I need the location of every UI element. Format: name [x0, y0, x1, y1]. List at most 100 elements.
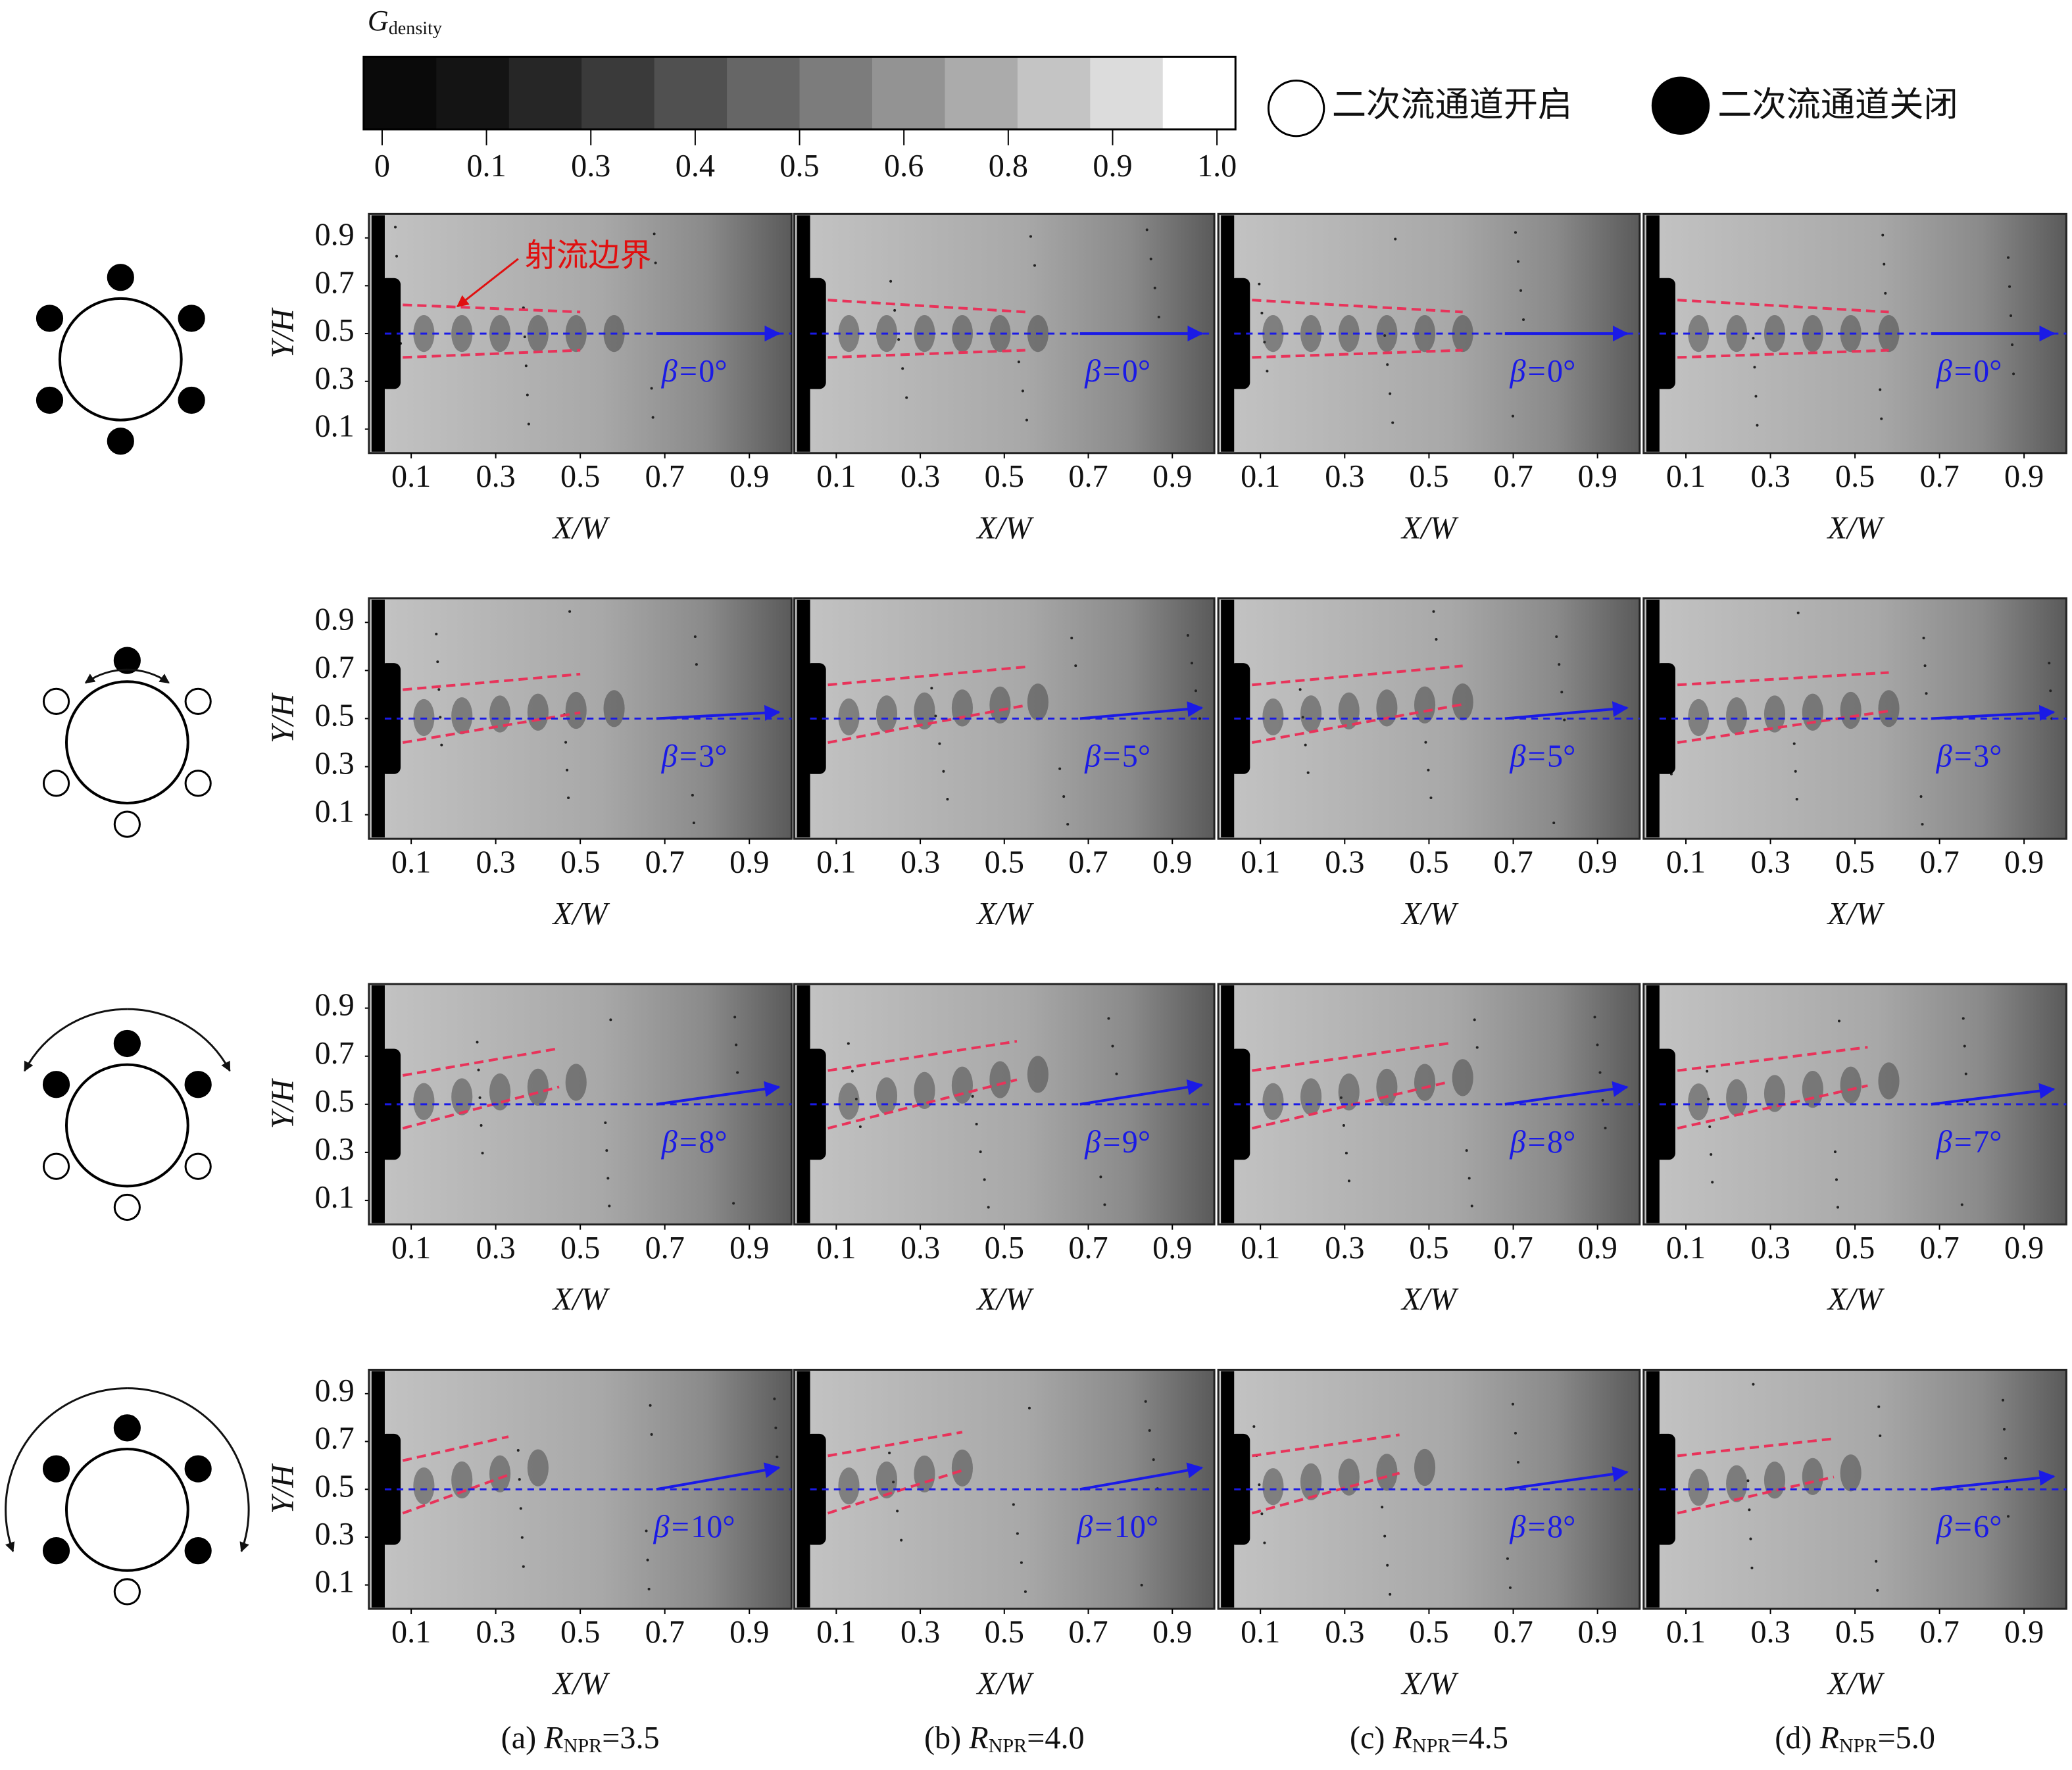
shock-cell [1802, 1458, 1823, 1495]
x-tick-label: 0.5 [560, 459, 600, 494]
npr-symbol: R [1819, 1721, 1838, 1756]
speck [1883, 262, 1886, 266]
y-tick-label: 0.9 [315, 602, 355, 637]
x-axis-label: X/W [1400, 510, 1459, 545]
speck [1157, 315, 1160, 318]
y-tick-label: 0.5 [315, 699, 355, 733]
shock-cell [1414, 1448, 1436, 1487]
colorbar-tick-label: 0.8 [989, 149, 1028, 184]
speck [1794, 770, 1797, 773]
deflection-arrow [1079, 701, 1204, 720]
x-tick-label: 0.5 [1835, 845, 1875, 879]
speck [518, 1478, 521, 1481]
deflection-arrow [656, 1462, 781, 1491]
nozzle-wall [797, 1371, 810, 1608]
x-tick-label: 0.5 [1409, 459, 1448, 494]
deflection-arrow [656, 704, 781, 721]
x-tick-label: 0.3 [1325, 845, 1364, 879]
speck [1555, 635, 1558, 638]
speck [1062, 795, 1066, 798]
speck [1835, 1178, 1838, 1181]
colorbar-tick-label: 1.0 [1197, 149, 1237, 184]
shock-cell [565, 1064, 587, 1101]
x-axis-label: X/W [975, 510, 1034, 545]
x-tick-label: 0.3 [476, 1231, 516, 1266]
beta-value: 0 [1973, 354, 1989, 389]
x-tick-label: 0.5 [560, 845, 600, 879]
speck [1115, 1072, 1118, 1075]
x-tick-label: 0.7 [1919, 1231, 1959, 1266]
speck [608, 1204, 611, 1208]
x-tick-label: 0.3 [900, 845, 940, 879]
shock-cell [413, 1083, 435, 1120]
speck [1033, 264, 1036, 267]
port-open [113, 1578, 141, 1606]
speck [1383, 1535, 1387, 1538]
colorbar-block [363, 57, 437, 130]
nozzle-wall [797, 985, 810, 1223]
deflection-arrow [1931, 1469, 2056, 1491]
schlieren-panel: β=5° [793, 597, 1216, 840]
rotation-arc [127, 1008, 231, 1072]
speck [1306, 771, 1310, 774]
jet-boundary [402, 1473, 509, 1515]
shock-cell [1764, 695, 1786, 733]
column-tag: (c) [1350, 1721, 1385, 1756]
shock-cell [1262, 1083, 1284, 1120]
speck [1560, 691, 1564, 694]
speck [653, 232, 656, 235]
x-tick-label: 0.5 [1835, 1615, 1875, 1650]
port-open [113, 1193, 141, 1221]
column-tag: (d) [1775, 1721, 1812, 1756]
x-axis-label: X/W [1400, 1667, 1459, 1702]
space [961, 1721, 969, 1756]
beta-symbol: β= [1084, 354, 1122, 389]
speck [1074, 664, 1077, 668]
npr-sub: NPR [564, 1734, 603, 1757]
shock-cell [951, 1066, 974, 1104]
column-label: (c) RNPR=4.5 [1350, 1721, 1508, 1757]
shock-cell [413, 699, 435, 737]
colorbar-block [1162, 57, 1237, 130]
shock-cell [1878, 690, 1900, 727]
speck [896, 1510, 899, 1513]
beta-unit: ° [714, 1125, 727, 1160]
colorbar-tick-label: 0.3 [571, 149, 610, 184]
deflection-arrow [1504, 1081, 1629, 1106]
speck [1710, 1153, 1713, 1156]
speck [1511, 414, 1514, 418]
beta-unit: ° [1563, 354, 1575, 389]
shock-cell [1027, 683, 1048, 721]
speck [2002, 1398, 2005, 1402]
y-tick-label: 0.9 [315, 988, 355, 1023]
beta-unit: ° [714, 739, 727, 774]
column-label: (a) RNPR=3.5 [501, 1721, 660, 1757]
schlieren-panel: β=8° [1217, 1369, 1641, 1610]
speck [1391, 421, 1394, 424]
speck [1598, 1071, 1602, 1074]
speck [1964, 1072, 1967, 1075]
shock-cell [1300, 1463, 1322, 1501]
speck [1792, 742, 1796, 745]
speck [1066, 823, 1070, 826]
x-tick-label: 0.3 [900, 1615, 940, 1650]
shock-cell [1300, 1078, 1322, 1116]
shock-cell [1688, 1083, 1710, 1121]
x-tick-label: 0.3 [476, 459, 516, 494]
beta-symbol: β= [1936, 1125, 1974, 1160]
speck [649, 1404, 652, 1407]
beta-value: 5 [1122, 739, 1138, 774]
speck [1021, 389, 1024, 393]
shock-cell [489, 314, 511, 353]
npr-symbol: R [968, 1721, 988, 1756]
x-tick-label: 0.3 [1750, 1615, 1790, 1650]
nozzle-wall [1646, 215, 1660, 452]
beta-unit: ° [1989, 1510, 2002, 1544]
schlieren-panel: β=7° [1642, 983, 2067, 1226]
port-open [42, 770, 70, 797]
beta-symbol: β= [1936, 739, 1974, 774]
x-axis-label: X/W [1827, 1667, 1885, 1702]
jet-boundary [827, 1078, 1018, 1130]
shock-cell [1688, 699, 1710, 737]
colorbar-tick-label: 0.9 [1093, 149, 1132, 184]
